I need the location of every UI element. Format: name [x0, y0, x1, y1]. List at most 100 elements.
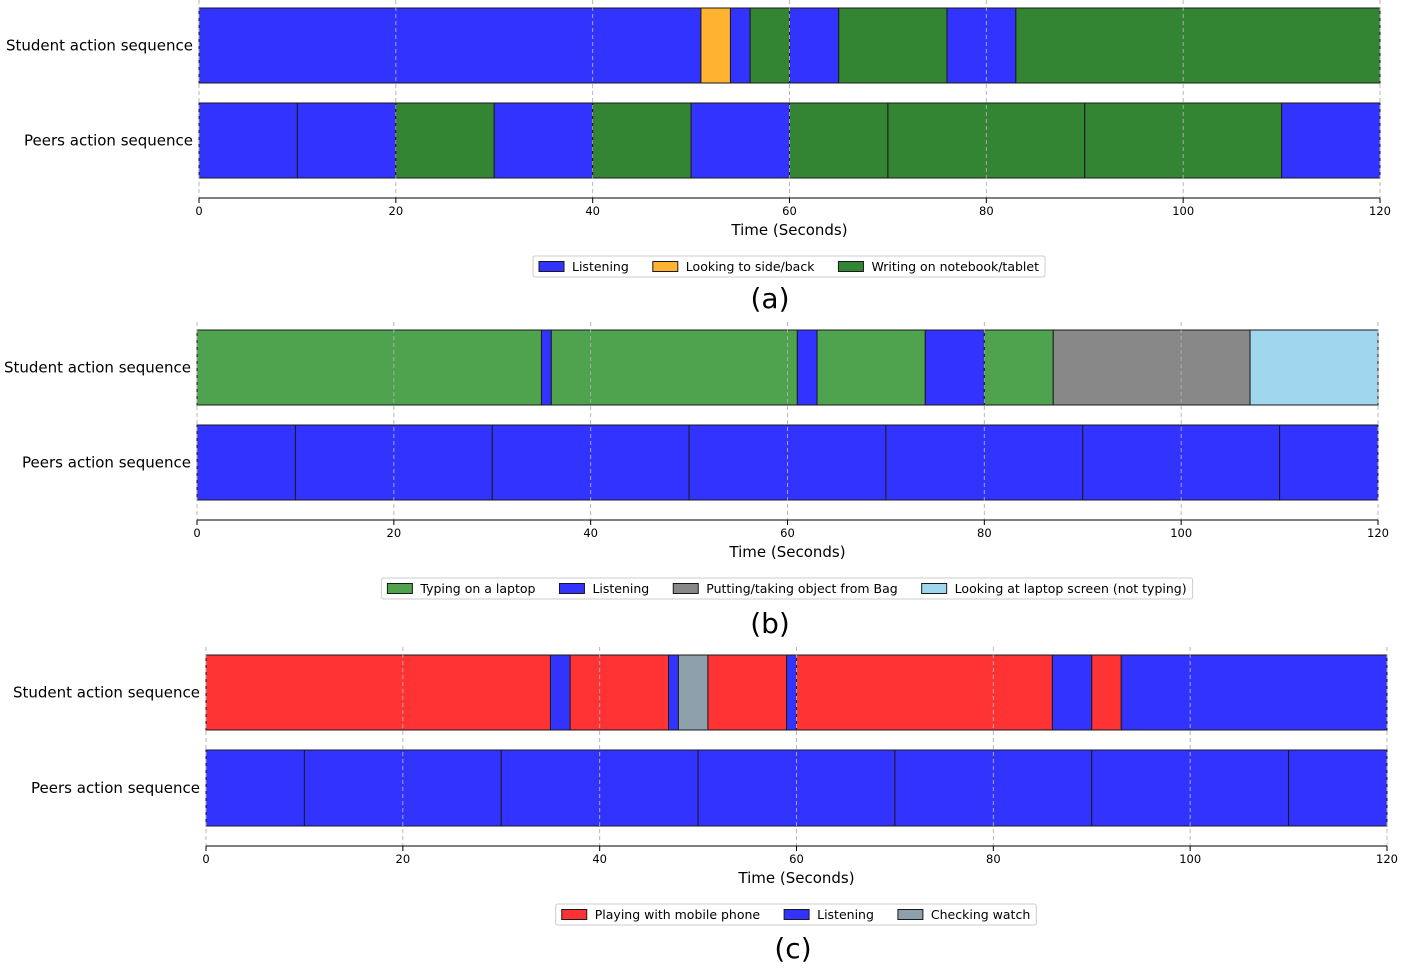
student-segment	[196, 329, 542, 406]
legend-swatch	[386, 583, 413, 594]
student-segment	[983, 329, 1054, 406]
x-tick-label: 120	[1369, 204, 1391, 218]
legend-label: Listening	[572, 259, 629, 274]
x-tick-label: 80	[977, 526, 992, 540]
peers-segment	[789, 102, 889, 179]
legend-label: Listening	[592, 581, 649, 596]
legend: Playing with mobile phone Listening Checki…	[555, 903, 1037, 926]
legend-label: Looking to side/back	[686, 259, 815, 274]
student-segment	[838, 7, 948, 84]
legend-label: Checking watch	[931, 907, 1030, 922]
x-tick-label: 120	[1376, 852, 1398, 866]
x-tick-label: 60	[789, 852, 804, 866]
peers-segment	[395, 102, 495, 179]
student-segment	[786, 654, 797, 731]
legend-label: Typing on a laptop	[419, 581, 535, 596]
student-segment	[1052, 329, 1251, 406]
x-axis-label: Time (Seconds)	[728, 543, 845, 561]
x-tick-label: 0	[195, 204, 202, 218]
x-tick-label: 40	[592, 852, 607, 866]
x-tick-label: 40	[583, 526, 598, 540]
x-tick-label: 40	[585, 204, 600, 218]
student-segment	[677, 654, 709, 731]
x-tick-label: 80	[979, 204, 994, 218]
legend-swatch	[783, 909, 810, 920]
peers-row-label: Peers action sequence	[24, 132, 193, 150]
legend-swatch	[538, 261, 565, 272]
peers-segment	[1288, 749, 1388, 827]
x-tick-label: 20	[396, 852, 411, 866]
x-tick-label: 100	[1172, 204, 1194, 218]
student-segment	[540, 329, 552, 406]
peers-row-label: Peers action sequence	[31, 779, 200, 797]
panel-a: Student action sequence Peers action sequ…	[6, 0, 1391, 315]
peers-segment	[205, 749, 305, 827]
legend-label: Looking at laptop screen (not typing)	[955, 581, 1187, 596]
x-tick-label: 120	[1367, 526, 1389, 540]
x-tick-label: 60	[780, 526, 795, 540]
student-segment	[924, 329, 985, 406]
peers-segment	[198, 102, 298, 179]
panel-c: Student action sequence Peers action sequ…	[13, 647, 1398, 965]
legend-label: Listening	[817, 907, 874, 922]
x-tick-label: 100	[1170, 526, 1192, 540]
legend-label: Playing with mobile phone	[595, 907, 761, 922]
peers-segment	[1281, 102, 1381, 179]
legend-swatch	[897, 909, 924, 920]
student-segment	[205, 654, 551, 731]
student-segment	[1051, 654, 1093, 731]
student-segment	[198, 7, 702, 84]
legend-swatch	[921, 583, 948, 594]
student-segment	[1091, 654, 1122, 731]
peers-segment	[592, 102, 692, 179]
legend: Listening Looking to side/back Writing on …	[532, 255, 1046, 278]
x-tick-label: 60	[782, 204, 797, 218]
x-tick-label: 0	[202, 852, 209, 866]
student-segment	[549, 654, 571, 731]
student-segment	[707, 654, 788, 731]
peers-segment	[493, 102, 594, 179]
peers-segment	[296, 102, 397, 179]
student-segment	[749, 7, 791, 84]
student-segment	[569, 654, 670, 731]
student-segment	[550, 329, 798, 406]
student-segment	[700, 7, 731, 84]
student-segment	[1015, 7, 1381, 84]
student-segment	[946, 7, 1017, 84]
student-segment	[796, 654, 1053, 731]
student-row-label: Student action sequence	[4, 359, 191, 377]
legend-label: Writing on notebook/tablet	[871, 259, 1039, 274]
panel-label: (c)	[774, 932, 811, 965]
panel-b: Student action sequence Peers action sequ…	[4, 322, 1389, 640]
legend-swatch	[561, 909, 588, 920]
student-row-label: Student action sequence	[13, 684, 200, 702]
legend-swatch	[672, 583, 699, 594]
panel-label: (b)	[750, 607, 790, 640]
panel-label: (a)	[750, 282, 789, 315]
legend-swatch	[837, 261, 864, 272]
legend-label: Putting/taking object from Bag	[706, 581, 897, 596]
x-tick-label: 100	[1179, 852, 1201, 866]
student-segment	[668, 654, 679, 731]
student-segment	[816, 329, 926, 406]
x-axis-label: Time (Seconds)	[730, 221, 847, 239]
student-segment	[729, 7, 751, 84]
legend-swatch	[652, 261, 679, 272]
student-segment	[789, 7, 840, 84]
peers-segment	[196, 424, 296, 501]
student-segment	[1120, 654, 1388, 731]
legend-swatch	[558, 583, 585, 594]
x-tick-label: 80	[986, 852, 1001, 866]
peers-row-label: Peers action sequence	[22, 454, 191, 472]
student-segment	[1249, 329, 1379, 406]
student-row-label: Student action sequence	[6, 37, 193, 55]
x-tick-label: 0	[193, 526, 200, 540]
x-tick-label: 20	[389, 204, 404, 218]
x-tick-label: 20	[387, 526, 402, 540]
student-segment	[796, 329, 818, 406]
peers-segment	[1279, 424, 1379, 501]
peers-segment	[690, 102, 790, 179]
x-axis-label: Time (Seconds)	[737, 869, 854, 887]
legend: Typing on a laptop Listening Putting/takin…	[380, 577, 1194, 600]
